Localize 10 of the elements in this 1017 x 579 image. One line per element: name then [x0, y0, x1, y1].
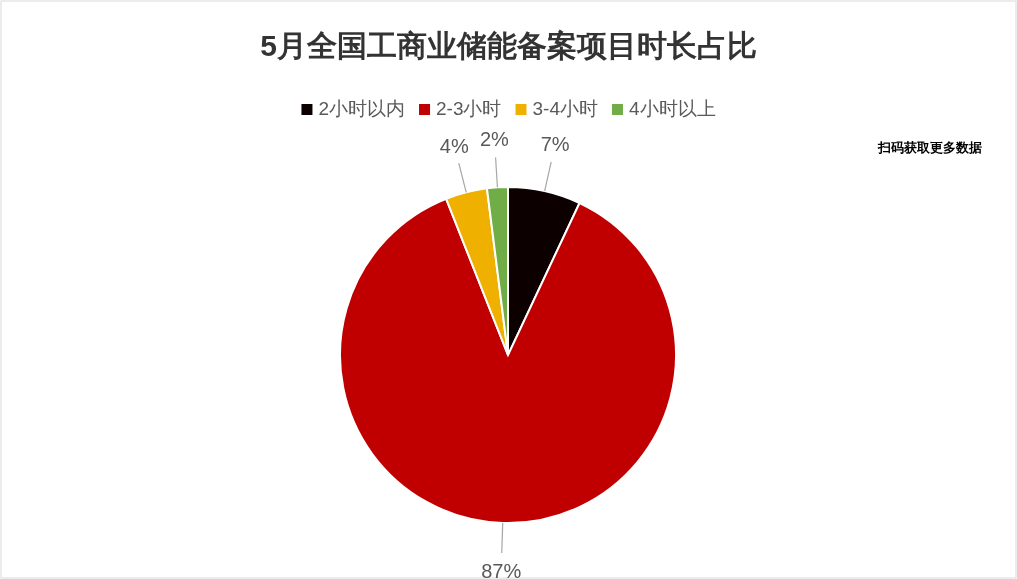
chart-title: 5月全国工商业储能备案项目时长占比: [260, 29, 757, 62]
data-label: 4%: [439, 134, 469, 157]
legend-label: 2-3小时: [436, 98, 502, 119]
data-label: 7%: [540, 133, 570, 156]
data-label: 2%: [479, 128, 510, 151]
data-label: 87%: [481, 559, 522, 579]
text: 扫码获取更多数据: [877, 140, 982, 155]
legend-label: 4小时以上: [628, 98, 716, 119]
legend-label: 3-4小时: [532, 98, 598, 119]
legend-label: 2小时以内: [318, 98, 406, 119]
